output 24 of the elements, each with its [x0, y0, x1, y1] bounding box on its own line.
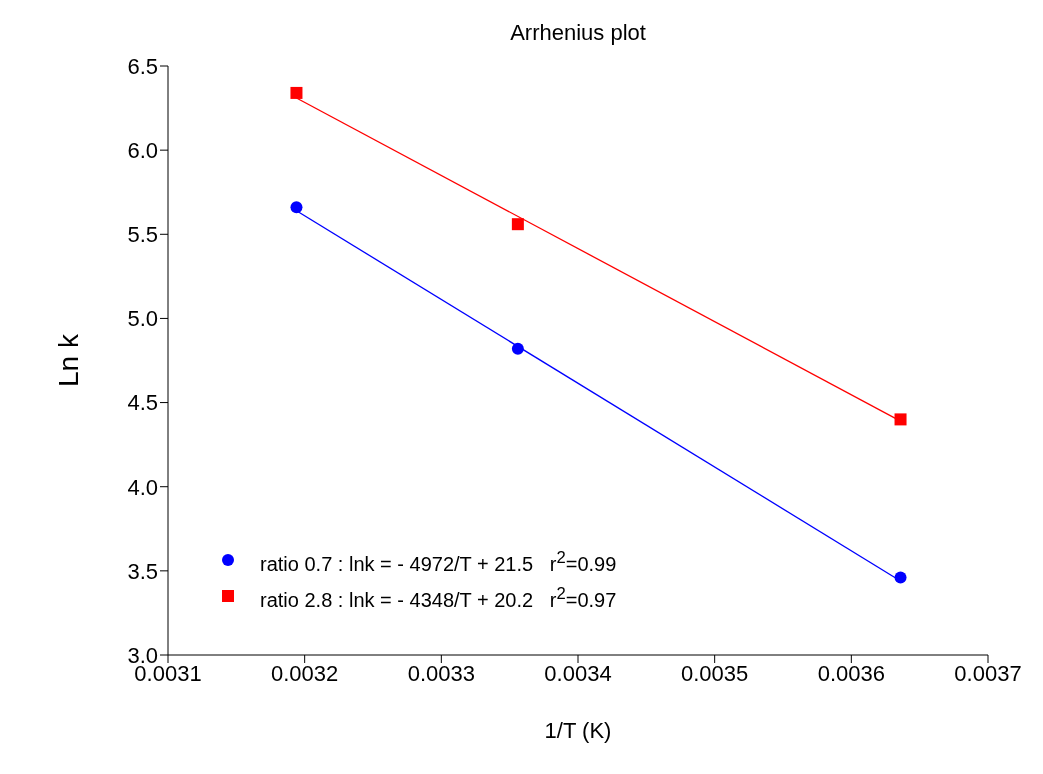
x-tick-label: 0.0036: [817, 660, 885, 686]
x-tick-label: 0.0037: [954, 660, 1022, 686]
y-tick-label: 6.5: [127, 53, 158, 79]
y-tick-label: 5.0: [127, 306, 158, 332]
legend-label: ratio 2.8 : lnk = - 4348/T + 20.2 r$^{2}$=0.97: [260, 583, 617, 612]
point: [290, 201, 303, 214]
y-tick-label: 5.5: [127, 222, 158, 248]
y-tick-label: 6.0: [127, 137, 158, 163]
point: [511, 218, 524, 231]
chart-title: Arrhenius plot: [509, 20, 647, 46]
x-axis-title: 1/T (K): [544, 718, 612, 743]
x-tick-label: 0.0032: [271, 660, 339, 686]
point: [290, 86, 303, 99]
x-tick-label: 0.0033: [407, 660, 475, 686]
y-tick-label: 4.5: [127, 390, 158, 416]
legend-label: ratio 0.7 : lnk = - 4972/T + 21.5 r$^{2}$=0.99: [260, 548, 617, 576]
x-tick-label: 0.0034: [544, 660, 612, 686]
y-tick-label: 3.5: [127, 558, 158, 584]
point: [511, 342, 524, 355]
y-axis-title: Ln k: [52, 333, 84, 387]
point: [894, 571, 907, 584]
y-tick-label: 4.0: [127, 474, 158, 500]
point: [894, 413, 907, 426]
x-tick-label: 0.0035: [681, 660, 749, 686]
